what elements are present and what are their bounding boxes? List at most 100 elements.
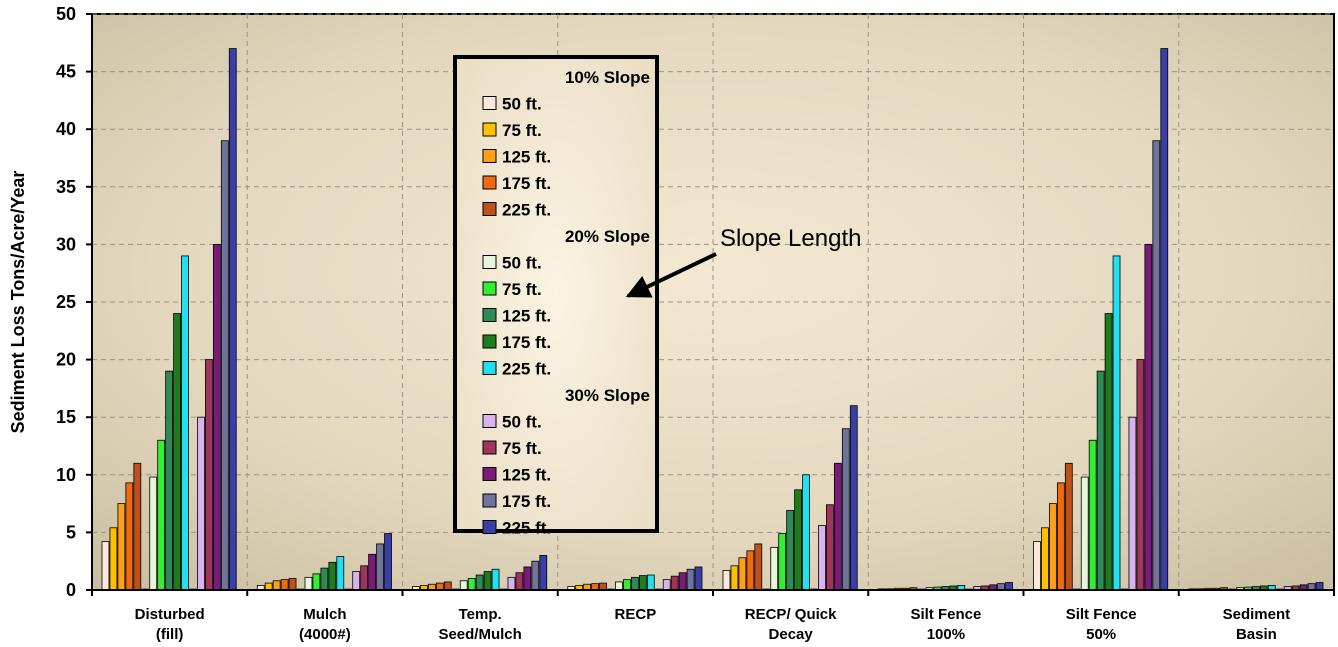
x-category-label: Temp. bbox=[459, 606, 502, 623]
legend-swatch bbox=[482, 308, 497, 322]
y-tick-label: 40 bbox=[56, 119, 76, 139]
bar bbox=[646, 574, 655, 591]
bar bbox=[1128, 416, 1137, 591]
bar bbox=[360, 565, 369, 591]
bar bbox=[746, 550, 755, 591]
bar bbox=[304, 576, 313, 591]
x-category-label: RECP bbox=[615, 606, 657, 623]
y-tick-label: 30 bbox=[56, 234, 76, 254]
bar bbox=[1080, 476, 1089, 591]
bar bbox=[786, 510, 795, 591]
bar bbox=[181, 255, 189, 591]
bar bbox=[615, 581, 623, 591]
bar bbox=[435, 582, 444, 591]
bar bbox=[730, 565, 739, 591]
x-category-label: Seed/Mulch bbox=[438, 626, 521, 643]
bar bbox=[599, 582, 607, 591]
bar bbox=[101, 541, 110, 591]
bar bbox=[320, 567, 329, 591]
legend-swatch bbox=[482, 122, 497, 137]
x-category-labels: Disturbed (fill) Mulch (4000#) Temp. Seed/Mul… bbox=[135, 606, 1291, 643]
x-category-label: Mulch bbox=[303, 606, 346, 623]
bar bbox=[272, 580, 281, 591]
legend-label: 225 ft. bbox=[502, 519, 551, 538]
legend-label: 125 ft. bbox=[502, 307, 551, 326]
y-tick-label: 50 bbox=[56, 4, 76, 24]
bar bbox=[686, 568, 695, 591]
bar bbox=[826, 504, 834, 591]
bar bbox=[523, 566, 532, 591]
legend-label: 125 ft. bbox=[502, 148, 551, 167]
bar bbox=[1033, 541, 1041, 591]
bar bbox=[841, 428, 850, 591]
bar bbox=[833, 462, 842, 591]
annotation-arrow bbox=[625, 252, 717, 298]
bar bbox=[212, 243, 221, 591]
bar bbox=[197, 416, 205, 591]
legend-group-heading: 30% Slope bbox=[565, 386, 650, 405]
bar bbox=[125, 482, 134, 591]
legend-group-heading: 10% Slope bbox=[565, 68, 650, 87]
bar bbox=[173, 313, 181, 591]
legend-swatch bbox=[482, 202, 497, 216]
bar bbox=[1144, 243, 1153, 591]
legend-label: 75 ft. bbox=[502, 280, 542, 299]
gridlines bbox=[92, 13, 1334, 590]
bar bbox=[670, 575, 679, 591]
x-category-label: RECP/ Quick bbox=[745, 606, 837, 623]
legend-swatch bbox=[482, 175, 497, 190]
legend-swatch bbox=[482, 361, 497, 375]
legend-swatch bbox=[482, 520, 497, 534]
bar bbox=[117, 503, 126, 591]
legend-label: 50 ft. bbox=[502, 95, 542, 114]
bar bbox=[1041, 527, 1049, 591]
bar bbox=[1049, 503, 1057, 591]
bar bbox=[531, 560, 540, 591]
bar bbox=[802, 474, 810, 591]
x-category-label: Sediment bbox=[1223, 606, 1291, 623]
bar bbox=[507, 576, 516, 591]
bar bbox=[483, 571, 492, 591]
x-category-label: Silt Fence bbox=[910, 606, 981, 623]
bar bbox=[443, 581, 452, 591]
bar bbox=[165, 370, 174, 591]
bar bbox=[376, 543, 384, 591]
y-tick-label: 35 bbox=[56, 177, 76, 197]
bar bbox=[336, 556, 345, 591]
bar bbox=[778, 533, 787, 591]
bar bbox=[1056, 482, 1065, 591]
x-category-label: 100% bbox=[927, 626, 965, 643]
legend-swatch bbox=[482, 440, 497, 455]
legend-label: 50 ft. bbox=[502, 413, 542, 432]
bar bbox=[722, 570, 731, 591]
legend-label: 175 ft. bbox=[502, 333, 551, 352]
bar bbox=[149, 476, 158, 591]
y-axis-label: Sediment Loss Tons/Acre/Year bbox=[8, 171, 28, 434]
slope-length-annotation: Slope Length bbox=[625, 225, 861, 298]
bar bbox=[264, 582, 273, 591]
legend-swatch bbox=[482, 493, 497, 508]
legend-swatch bbox=[482, 149, 497, 163]
x-category-label: Disturbed bbox=[135, 606, 205, 623]
legend-swatch bbox=[482, 467, 497, 481]
bar bbox=[1096, 370, 1105, 591]
bar bbox=[288, 578, 297, 591]
y-tick-label: 15 bbox=[56, 407, 76, 427]
annotation-text: Slope Length bbox=[720, 225, 861, 252]
x-category-label: (4000#) bbox=[299, 626, 351, 643]
x-category-label: Basin bbox=[1236, 626, 1277, 643]
y-tick-label: 0 bbox=[66, 580, 76, 600]
x-category-label: 50% bbox=[1086, 626, 1116, 643]
legend: 10% Slope 50 ft. 75 ft. 125 ft. 175 ft. 225 f… bbox=[453, 55, 659, 538]
bar bbox=[1160, 48, 1169, 591]
bar bbox=[738, 557, 747, 591]
bar bbox=[794, 489, 802, 591]
legend-label: 50 ft. bbox=[502, 254, 542, 273]
bar bbox=[133, 462, 142, 591]
x-category-label: (fill) bbox=[156, 626, 184, 643]
legend-label: 175 ft. bbox=[502, 174, 551, 193]
bar bbox=[818, 525, 826, 591]
y-tick-label: 10 bbox=[56, 465, 76, 485]
x-category-label: Decay bbox=[769, 626, 814, 643]
y-tick-label: 25 bbox=[56, 292, 76, 312]
